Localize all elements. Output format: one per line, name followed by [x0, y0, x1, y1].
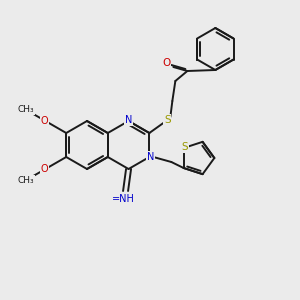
Text: N: N — [125, 115, 132, 125]
Text: O: O — [41, 164, 48, 175]
Text: S: S — [164, 115, 171, 125]
Text: S: S — [181, 142, 188, 152]
Text: =NH: =NH — [112, 194, 135, 204]
Text: CH₃: CH₃ — [17, 105, 34, 114]
Text: O: O — [41, 116, 48, 125]
Text: O: O — [162, 58, 170, 68]
Text: CH₃: CH₃ — [17, 176, 34, 185]
Text: N: N — [147, 152, 154, 162]
